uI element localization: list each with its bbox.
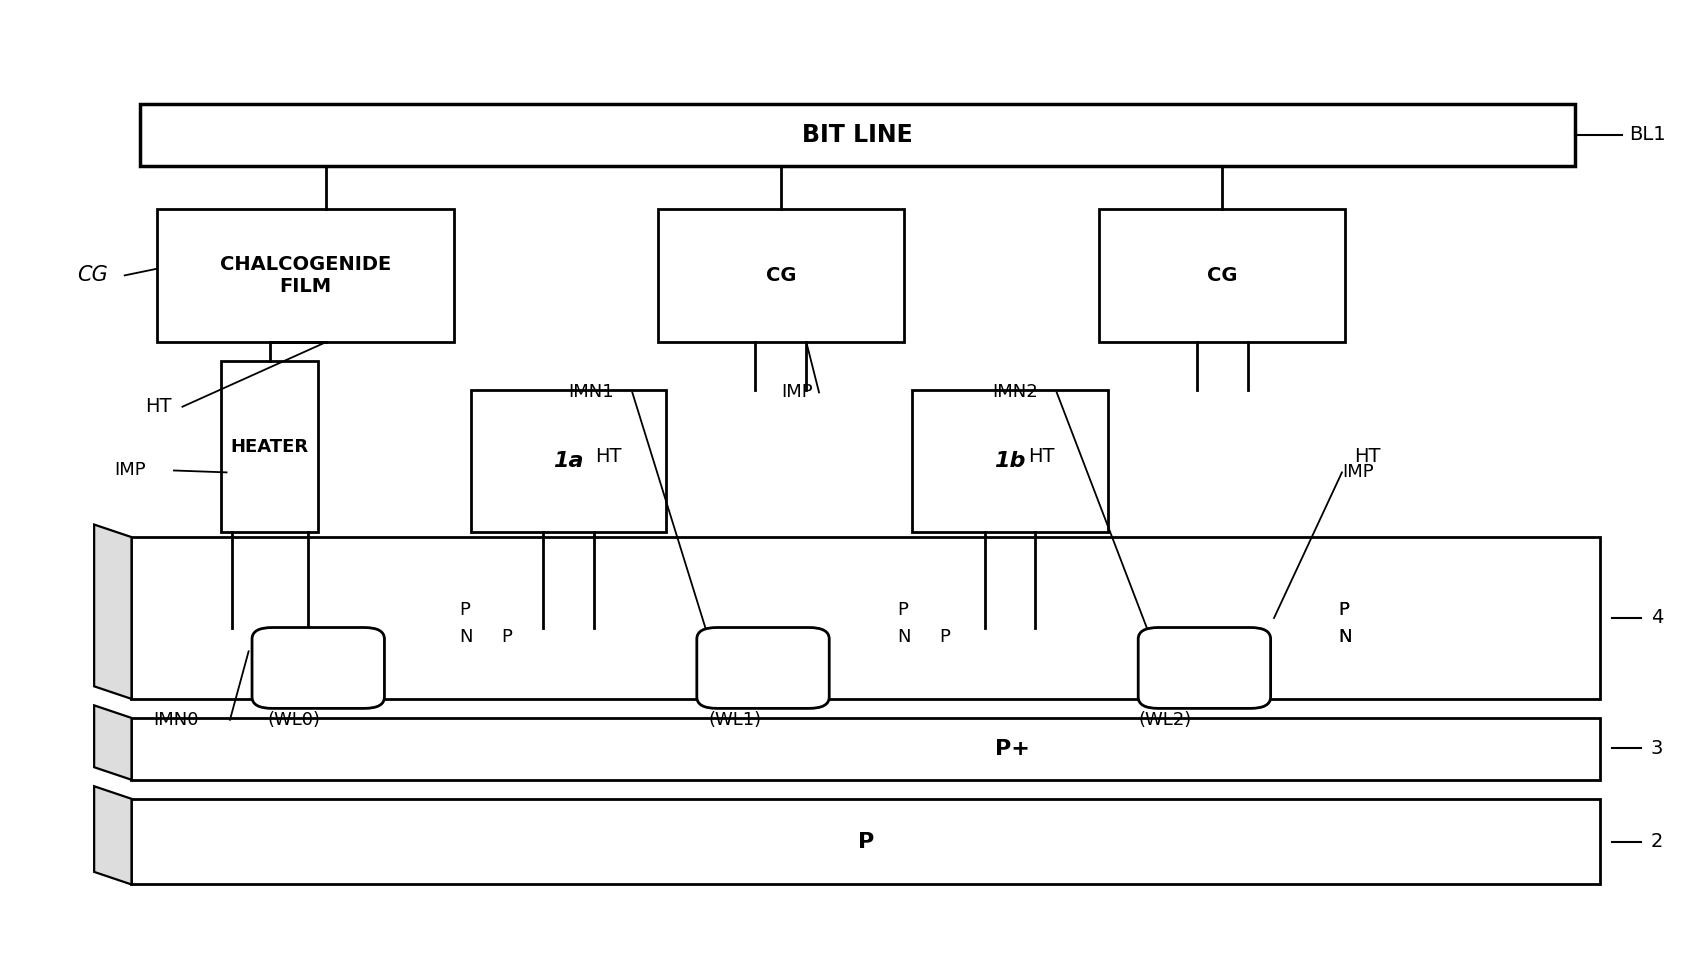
Text: N: N (1338, 628, 1352, 646)
Text: (WL2): (WL2) (1137, 710, 1190, 729)
Text: CHALCOGENIDE
FILM: CHALCOGENIDE FILM (220, 255, 390, 296)
Text: P: P (897, 601, 907, 619)
Bar (471, 390, 667, 533)
Bar (140, 104, 1574, 166)
Text: N: N (897, 628, 910, 646)
Text: HT: HT (145, 397, 172, 417)
Text: IMN0: IMN0 (153, 710, 199, 729)
Text: P+: P+ (994, 739, 1030, 758)
Text: CG: CG (1205, 266, 1236, 285)
Text: (WL0): (WL0) (268, 710, 321, 729)
FancyBboxPatch shape (252, 628, 384, 708)
FancyBboxPatch shape (696, 628, 829, 708)
Text: BL1: BL1 (1628, 125, 1664, 144)
FancyBboxPatch shape (1137, 628, 1270, 708)
Bar (157, 208, 454, 342)
Bar (222, 361, 319, 533)
Text: CG: CG (77, 265, 107, 285)
Text: (WL1): (WL1) (708, 710, 762, 729)
Text: P: P (1338, 601, 1349, 619)
Bar (131, 537, 1599, 699)
Polygon shape (94, 706, 131, 780)
Text: N: N (1338, 628, 1352, 646)
Text: HT: HT (1354, 446, 1379, 466)
Text: 4: 4 (1650, 609, 1662, 628)
Bar (912, 390, 1107, 533)
Text: 3: 3 (1650, 739, 1662, 757)
Text: IMN2: IMN2 (992, 383, 1037, 401)
Text: IMP: IMP (781, 383, 813, 401)
Text: IMN1: IMN1 (568, 383, 614, 401)
Bar (131, 799, 1599, 884)
Text: P: P (858, 831, 873, 852)
Text: 2: 2 (1650, 832, 1662, 852)
Text: P: P (501, 628, 512, 646)
Text: P: P (939, 628, 950, 646)
Bar (658, 208, 904, 342)
Text: CG: CG (766, 266, 796, 285)
Text: HT: HT (595, 446, 621, 466)
Text: P: P (1338, 601, 1349, 619)
Text: IMP: IMP (1342, 464, 1373, 481)
Text: IMP: IMP (114, 462, 147, 479)
Text: HT: HT (1026, 446, 1054, 466)
Text: N: N (459, 628, 472, 646)
Bar (131, 718, 1599, 780)
Text: 1b: 1b (994, 451, 1025, 471)
Text: 1a: 1a (552, 451, 583, 471)
Polygon shape (94, 786, 131, 884)
Text: BIT LINE: BIT LINE (801, 123, 912, 147)
Polygon shape (94, 524, 131, 699)
Bar (1098, 208, 1345, 342)
Text: P: P (459, 601, 471, 619)
Text: HEATER: HEATER (230, 438, 309, 456)
